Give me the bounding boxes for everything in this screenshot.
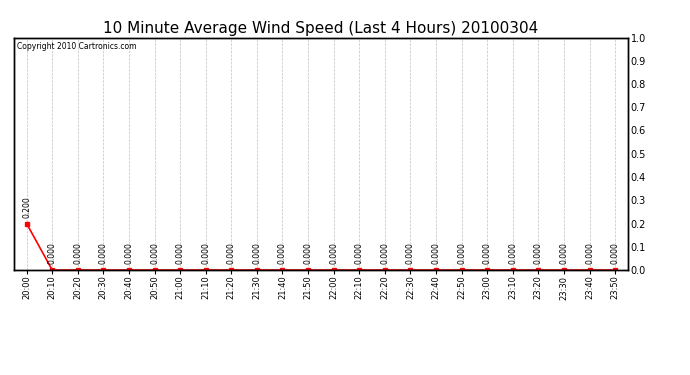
Text: 0.000: 0.000 — [150, 243, 159, 264]
Text: 0.000: 0.000 — [585, 243, 594, 264]
Text: 0.000: 0.000 — [278, 243, 287, 264]
Text: 0.000: 0.000 — [329, 243, 338, 264]
Text: 0.000: 0.000 — [483, 243, 492, 264]
Text: 0.000: 0.000 — [355, 243, 364, 264]
Text: 0.000: 0.000 — [124, 243, 133, 264]
Text: 0.000: 0.000 — [380, 243, 389, 264]
Text: 0.000: 0.000 — [304, 243, 313, 264]
Text: 0.000: 0.000 — [99, 243, 108, 264]
Text: 0.000: 0.000 — [406, 243, 415, 264]
Text: 0.000: 0.000 — [253, 243, 262, 264]
Text: 0.000: 0.000 — [201, 243, 210, 264]
Text: 0.000: 0.000 — [73, 243, 82, 264]
Text: 0.000: 0.000 — [509, 243, 518, 264]
Text: 0.000: 0.000 — [611, 243, 620, 264]
Text: 0.200: 0.200 — [22, 196, 31, 218]
Title: 10 Minute Average Wind Speed (Last 4 Hours) 20100304: 10 Minute Average Wind Speed (Last 4 Hou… — [104, 21, 538, 36]
Text: 0.000: 0.000 — [227, 243, 236, 264]
Text: Copyright 2010 Cartronics.com: Copyright 2010 Cartronics.com — [17, 42, 137, 51]
Text: 0.000: 0.000 — [176, 243, 185, 264]
Text: 0.000: 0.000 — [534, 243, 543, 264]
Text: 0.000: 0.000 — [560, 243, 569, 264]
Text: 0.000: 0.000 — [457, 243, 466, 264]
Text: 0.000: 0.000 — [48, 243, 57, 264]
Text: 0.000: 0.000 — [431, 243, 440, 264]
